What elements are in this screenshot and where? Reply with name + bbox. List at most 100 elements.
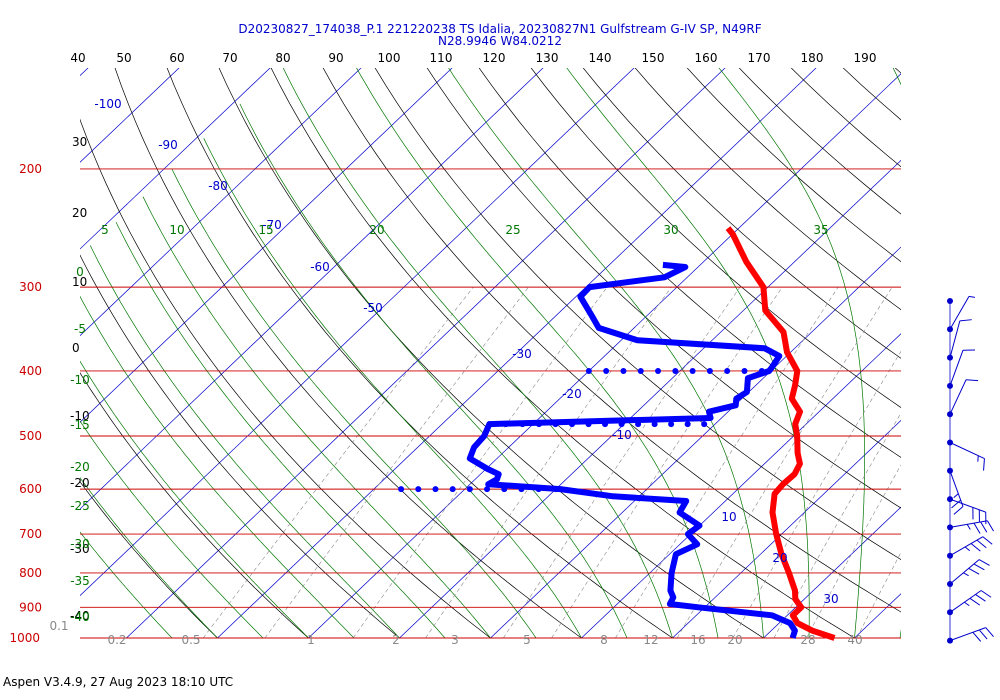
wind-barb-staff [949, 442, 985, 460]
dry-adiabat-line [841, 0, 1000, 638]
pressure-label-800: 800 [19, 566, 42, 580]
moist-adiabat-line [282, 68, 673, 639]
wind-barb-flag [986, 520, 994, 532]
pressure-label-700: 700 [19, 527, 42, 541]
theta-label: 150 [642, 51, 665, 65]
dewpoint-dot [552, 421, 559, 428]
dewpoint-dot [535, 421, 542, 428]
wind-barb-flag [973, 563, 985, 571]
dry-adiabat-line [888, 0, 1000, 638]
dewpoint-dot [466, 486, 473, 493]
wind-barb-flag [951, 499, 961, 509]
moist-label: 5 [101, 223, 109, 237]
pressure-label-1000: 1000 [9, 631, 40, 645]
mixing-ratio-line [773, 412, 901, 639]
theta-label: 90 [328, 51, 343, 65]
height-label-left: -40 [70, 609, 90, 623]
moist-adiabat-line [718, 68, 865, 639]
wind-barb-flag [975, 594, 986, 602]
isotherm-line [399, 159, 901, 639]
wind-barb-staff [949, 350, 964, 387]
moist-adiabat-line [80, 360, 309, 639]
isotherm-line [126, 68, 726, 639]
theta-label: 180 [801, 51, 824, 65]
moist-label-left: -40 [70, 610, 90, 624]
dewpoint-dot [724, 367, 731, 374]
dewpoint-dot [758, 367, 765, 374]
isotherm-line [217, 68, 817, 639]
isotherm-label: -30 [512, 347, 532, 361]
isotherm-line [672, 419, 901, 639]
dry-adiabat-line [80, 372, 309, 639]
mixing-ratio-label: 20 [727, 633, 742, 647]
dry-adiabat-line [894, 68, 901, 74]
pressure-label-400: 400 [19, 364, 42, 378]
height-label-left: 0 [72, 341, 80, 355]
moist-label: 30 [663, 223, 678, 237]
wind-barb-staff [949, 590, 982, 613]
isotherm-line [80, 68, 362, 337]
moist-label: 20 [369, 223, 384, 237]
isotherm-label: 10 [721, 510, 736, 524]
theta-label: 190 [854, 51, 877, 65]
wind-barb-staff [949, 627, 986, 642]
isotherm-label: -100 [94, 97, 121, 111]
dry-adiabat-line [270, 68, 855, 639]
moist-adiabat-line [991, 0, 1000, 638]
dewpoint-dot [741, 367, 748, 374]
dewpoint-dot [502, 421, 509, 428]
dry-adiabat-line [166, 68, 673, 639]
dewpoint-dot [486, 421, 493, 428]
dewpoint-dot [651, 421, 658, 428]
dewpoint-dot [689, 367, 696, 374]
wind-barb-flag [978, 559, 990, 566]
isotherm-label: -50 [363, 301, 383, 315]
mixing-ratio-line [551, 286, 783, 639]
isotherm-label: -90 [158, 138, 178, 152]
wind-barb-flag [973, 522, 981, 534]
wind-barb-flag [978, 629, 988, 640]
wind-barb-flag [963, 572, 969, 577]
isotherm-line [80, 68, 271, 250]
dewpoint-dot [415, 486, 422, 493]
mixing-ratio-label: 1 [307, 633, 315, 647]
footer-text: Aspen V3.4.9, 27 Aug 2023 18:10 UTC [3, 675, 233, 689]
moist-adiabat-line [142, 196, 491, 639]
mixing-ratio-label: 2 [392, 633, 400, 647]
dry-adiabat-line [218, 68, 764, 639]
wind-barb-flag [968, 567, 980, 575]
moist-adiabat-line [80, 477, 218, 639]
dewpoint-dot [706, 367, 713, 374]
theta-label: 60 [169, 51, 184, 65]
wind-barb-flag [966, 379, 979, 382]
pressure-label-600: 600 [19, 482, 42, 496]
dewpoint-dot [620, 367, 627, 374]
dry-adiabat-line [738, 68, 901, 215]
wind-barb-flag [980, 521, 988, 533]
wind-barb-flag [970, 543, 981, 552]
dewpoint-dot [635, 421, 642, 428]
dry-adiabat-line [530, 68, 901, 408]
theta-label: 80 [275, 51, 290, 65]
moist-adiabat-line [566, 68, 810, 638]
isotherm-line [0, 0, 28, 638]
wind-barb-flag [968, 295, 976, 298]
dry-adiabat-line [982, 0, 1000, 638]
dewpoint-dot [684, 421, 691, 428]
moist-label-left: -25 [70, 499, 90, 513]
theta-label: 100 [378, 51, 401, 65]
height-label-left: 20 [72, 206, 87, 220]
dewpoint-dot [535, 486, 542, 493]
isotherm-line [80, 68, 635, 597]
wind-barbs [947, 295, 994, 644]
mixing-ratio-label: 3 [451, 633, 459, 647]
theta-label: 110 [430, 51, 453, 65]
height-label-left: -30 [70, 542, 90, 556]
moist-label: 15 [258, 223, 273, 237]
moist-adiabat-line [448, 68, 764, 639]
wind-barb-staff [949, 320, 961, 358]
dewpoint-dot [569, 421, 576, 428]
mixing-ratio-line [856, 551, 901, 639]
moist-adiabat-line [171, 168, 537, 639]
wind-barb-flag [953, 493, 959, 498]
